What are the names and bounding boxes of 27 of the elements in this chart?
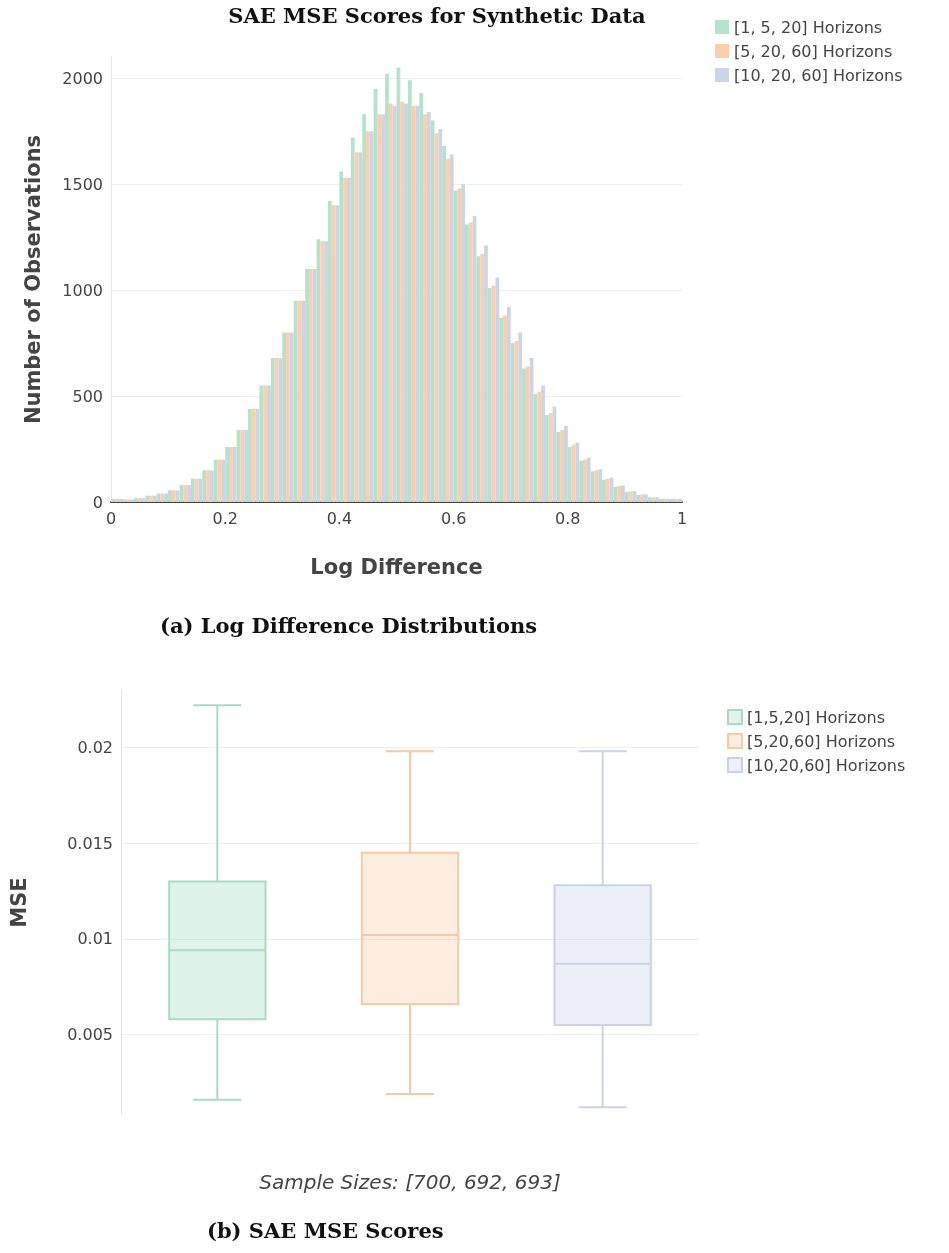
legend-label: [10,20,60] Horizons bbox=[747, 755, 906, 775]
y-tick-label: 0.015 bbox=[67, 833, 113, 853]
legend-label: [5,20,60] Horizons bbox=[747, 731, 896, 751]
x-axis-title: Sample Sizes: [700, 692, 693] bbox=[259, 1170, 561, 1194]
text: (b) SAE MSE Scores bbox=[207, 1218, 444, 1243]
y-tick-label: 2000 bbox=[62, 68, 103, 88]
x-tick-label: 0.8 bbox=[555, 508, 581, 528]
chart-title: SAE MSE Scores for Synthetic Data bbox=[228, 3, 647, 28]
y-tick-label: 0.01 bbox=[77, 929, 113, 949]
x-tick-label: 0.4 bbox=[326, 508, 353, 528]
y-tick-label: 0 bbox=[92, 492, 103, 512]
y-tick-label: 1000 bbox=[62, 280, 103, 300]
x-tick-label: 1 bbox=[676, 508, 688, 528]
y-axis-title: Number of Observations bbox=[20, 134, 45, 425]
legend-label: [1, 5, 20] Horizons bbox=[734, 17, 883, 37]
y-tick-label: 0.005 bbox=[67, 1025, 113, 1045]
text: (a) Log Difference Distributions bbox=[160, 613, 537, 638]
y-axis-title: MSE bbox=[6, 877, 31, 928]
x-tick-label: 0.2 bbox=[212, 508, 238, 528]
x-tick-label: 0.6 bbox=[440, 508, 467, 528]
legend-label: [10, 20, 60] Horizons bbox=[734, 65, 903, 85]
y-tick-label: 0.02 bbox=[77, 737, 113, 757]
y-tick-label: 1500 bbox=[62, 174, 103, 194]
legend-label: [1,5,20] Horizons bbox=[747, 707, 885, 727]
legend-label: [5, 20, 60] Horizons bbox=[734, 41, 893, 61]
x-axis-title: Log Difference bbox=[310, 554, 483, 579]
y-tick-label: 500 bbox=[72, 386, 103, 406]
